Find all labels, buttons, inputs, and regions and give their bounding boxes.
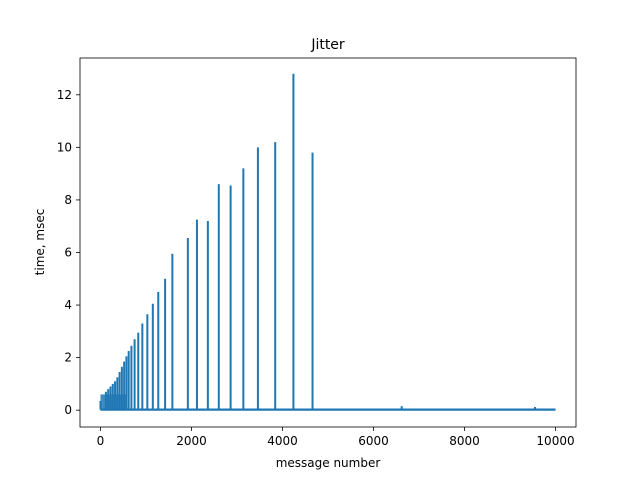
y-axis: 0 2 4 6 8 10 12	[57, 88, 80, 417]
y-tick-label: 10	[57, 140, 72, 154]
y-tick-label: 4	[64, 298, 72, 312]
x-axis-label: message number	[276, 456, 381, 470]
x-tick-label: 4000	[267, 434, 298, 448]
chart-title: Jitter	[310, 37, 345, 53]
x-tick-label: 6000	[358, 434, 389, 448]
y-tick-label: 8	[64, 193, 72, 207]
y-tick-label: 0	[64, 403, 72, 417]
y-tick-label: 2	[64, 351, 72, 365]
x-tick-label: 8000	[449, 434, 480, 448]
x-axis: 0 2000 4000 6000 8000 10000	[97, 427, 575, 448]
axes-frame	[79, 57, 577, 428]
x-tick-label: 2000	[176, 434, 207, 448]
y-tick-label: 12	[57, 88, 72, 102]
plot-area	[99, 73, 556, 411]
y-axis-label: time, msec	[33, 209, 47, 276]
x-tick-label: 10000	[536, 434, 574, 448]
x-tick-label: 0	[97, 434, 105, 448]
y-tick-label: 6	[64, 245, 72, 259]
